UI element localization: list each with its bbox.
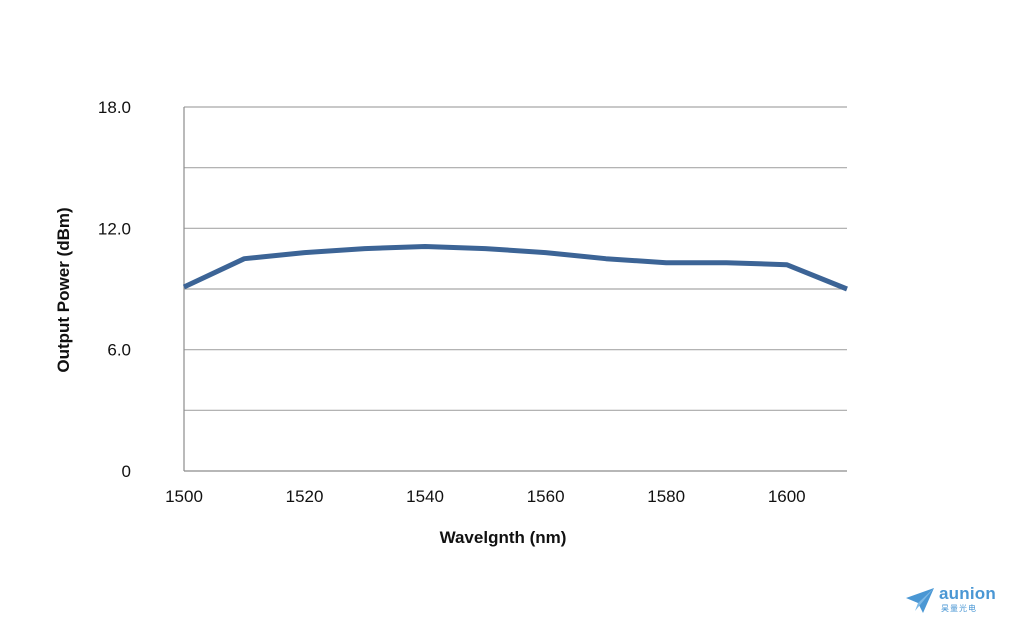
x-tick-label: 1520 — [286, 487, 324, 506]
y-tick-labels: 0 6.0 12.0 18.0 — [98, 98, 131, 481]
series-line — [182, 244, 848, 292]
logo-subtitle: 昊量光电 — [941, 604, 977, 613]
y-axis-title: Output Power (dBm) — [54, 207, 73, 372]
x-tick-label: 1500 — [165, 487, 203, 506]
brand-logo: aunion 昊量光电 — [905, 584, 1005, 616]
y-tick-label: 6.0 — [107, 341, 131, 360]
y-tick-label: 18.0 — [98, 98, 131, 117]
x-tick-label: 1540 — [406, 487, 444, 506]
x-tick-label: 1600 — [768, 487, 806, 506]
y-tick-label: 0 — [122, 462, 131, 481]
y-tick-label: 12.0 — [98, 219, 131, 238]
x-axis-title: Wavelgnth (nm) — [440, 528, 567, 547]
x-tick-labels: 1500 1520 1540 1560 1580 1600 — [165, 487, 806, 506]
logo-wordmark: aunion — [939, 584, 996, 603]
paper-plane-icon — [906, 588, 934, 613]
gridlines — [184, 106, 847, 411]
x-tick-label: 1560 — [527, 487, 565, 506]
x-tick-label: 1580 — [647, 487, 685, 506]
